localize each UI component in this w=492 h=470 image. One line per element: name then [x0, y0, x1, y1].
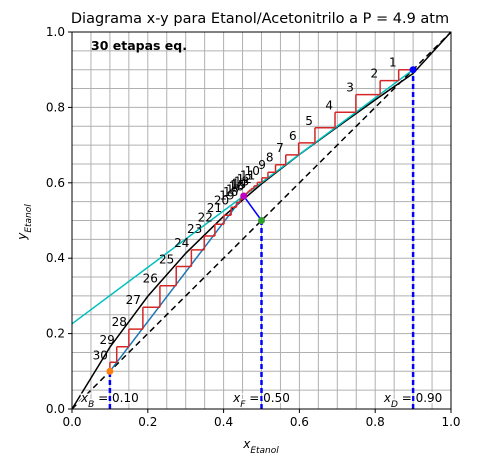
stage-label: 8 [266, 151, 274, 165]
axes: 0.0 0.2 0.4 0.6 0.8 1.0 0.0 0.2 0.4 0.6 0.8 1.0 [46, 25, 461, 429]
x-tick-label: 0.6 [290, 415, 309, 429]
y-tick-label: 0.6 [46, 176, 65, 190]
stage-label: 2 [370, 67, 378, 81]
y-tick-label: 1.0 [46, 25, 65, 39]
stage-label: 5 [305, 114, 313, 128]
stage-label: 20 [214, 193, 229, 207]
stage-label: 4 [325, 98, 333, 112]
stage-labels: 1234567891011121314151617181920212223242… [79, 56, 444, 412]
stage-label: 10 [245, 164, 260, 178]
stage-label: 15 [230, 178, 245, 192]
stage-label: 12 [237, 172, 252, 186]
plot-area [71, 31, 452, 410]
x-tick-label: 0.8 [366, 415, 385, 429]
plot-frame [71, 31, 452, 410]
x-axis-label: xEtanol [242, 437, 279, 456]
stage-label: 22 [198, 210, 213, 224]
stage-label: 13 [234, 174, 249, 188]
composition-label-d: xD = 0.90 [383, 391, 442, 410]
x-tick-label: 0.4 [214, 415, 233, 429]
chart-title: Diagrama x-y para Etanol/Acetonitrilo a … [71, 11, 449, 27]
stage-label: 29 [99, 333, 114, 347]
stage-label: 17 [226, 183, 241, 197]
y-tick-label: 0.0 [46, 402, 65, 416]
stage-label: 16 [229, 179, 244, 193]
x-tick-label: 0.2 [138, 415, 157, 429]
x-tick-label: 0.0 [62, 415, 81, 429]
stage-label: 28 [112, 315, 127, 329]
point-intersection [240, 192, 248, 200]
stage-label: 6 [289, 129, 297, 143]
stage-label: 24 [174, 236, 189, 250]
diagonal-line [71, 31, 452, 410]
x-tick-label: 1.0 [441, 415, 460, 429]
stage-label: 26 [143, 272, 158, 286]
stage-label: 14 [232, 176, 247, 190]
stage-label: 30 [93, 348, 108, 362]
stage-label: 25 [159, 252, 174, 266]
stage-label: 3 [346, 81, 354, 95]
point-xf [258, 217, 265, 224]
composition-label-f: xF = 0.50 [232, 391, 290, 410]
stage-label: 19 [219, 188, 234, 202]
y-tick-label: 0.4 [46, 251, 65, 265]
stage-label: 11 [240, 168, 255, 182]
composition-label-b: xB = 0.10 [80, 391, 139, 410]
stage-label: 9 [258, 158, 266, 172]
stage-label: 27 [126, 293, 141, 307]
q-line [243, 195, 263, 221]
y-tick-label: 0.2 [46, 327, 65, 341]
stage-label: 23 [187, 222, 202, 236]
equilibrium-curve [71, 31, 452, 410]
stage-label: 1 [389, 56, 397, 70]
stage-label: 7 [276, 141, 284, 155]
stage-label: 18 [223, 185, 238, 199]
y-tick-label: 0.8 [46, 100, 65, 114]
annotation-stages: 30 etapas eq. [91, 38, 187, 53]
y-axis-label: yEtanol [15, 204, 34, 241]
point-xd [409, 66, 417, 74]
point-xb [106, 367, 114, 375]
stage-label: 21 [207, 201, 222, 215]
